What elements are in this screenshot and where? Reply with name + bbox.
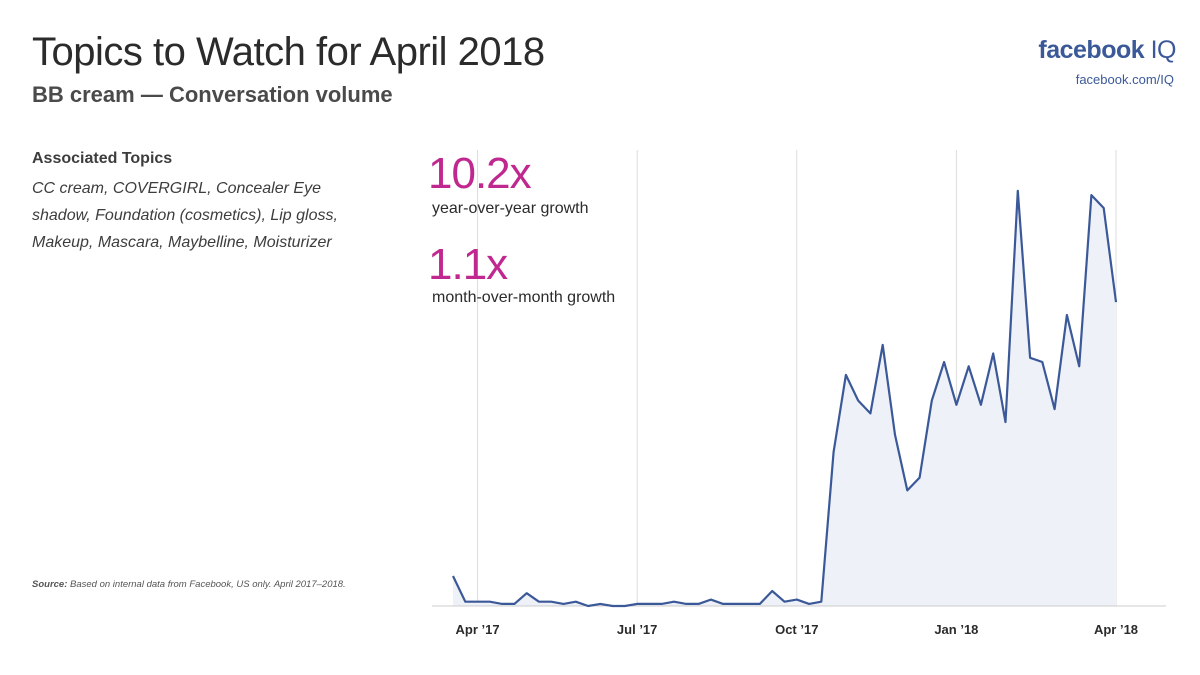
x-tick-label: Oct ’17 <box>775 622 818 637</box>
yoy-growth-value: 10.2x <box>428 149 532 198</box>
logo-suffix-text: IQ <box>1144 36 1177 64</box>
brand-url-link[interactable]: facebook.com/IQ <box>1075 72 1174 87</box>
facebook-iq-logo[interactable]: facebook IQ <box>1038 36 1176 65</box>
series-area-fill <box>453 190 1116 607</box>
x-tick-label: Jan ’18 <box>934 622 978 637</box>
series-line <box>452 189 1118 608</box>
x-tick-label: Apr ’18 <box>1094 622 1138 637</box>
associated-topics-heading: Associated Topics <box>32 150 173 167</box>
source-text: Based on internal data from Facebook, US… <box>67 579 346 590</box>
yoy-growth-label: year-over-year growth <box>432 200 589 217</box>
page-subtitle: BB cream — Conversation volume <box>32 82 393 107</box>
source-note: Source: Based on internal data from Face… <box>32 576 352 593</box>
associated-topics-list: CC cream, COVERGIRL, Concealer Eye shado… <box>32 180 338 251</box>
source-label: Source: <box>32 579 68 590</box>
mom-growth-label: month-over-month growth <box>432 289 616 306</box>
x-tick-label: Apr ’17 <box>456 622 500 637</box>
logo-main-text: facebook <box>1038 36 1145 64</box>
x-tick-label: Jul ’17 <box>617 622 657 637</box>
mom-growth-value: 1.1x <box>428 240 508 289</box>
page-title: Topics to Watch for April 2018 <box>32 30 545 74</box>
